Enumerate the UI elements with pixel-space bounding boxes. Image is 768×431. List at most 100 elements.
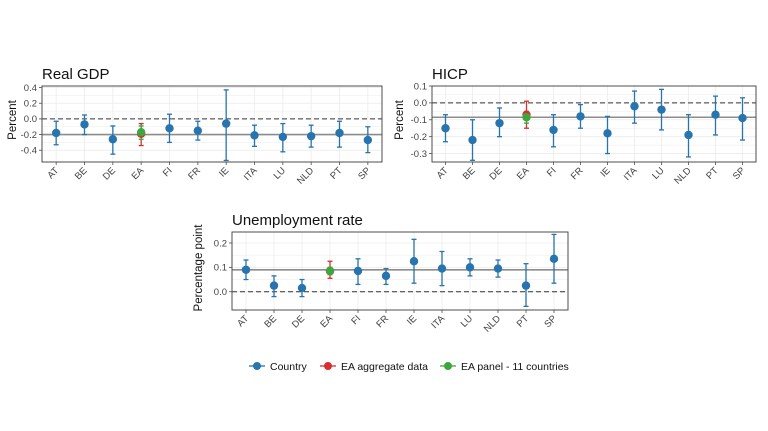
data-point-country <box>278 132 288 142</box>
data-point-country <box>108 135 118 144</box>
x-tick-label: FR <box>569 165 586 182</box>
panel-title: HICP <box>432 66 468 83</box>
panel-title: Unemployment rate <box>232 212 363 229</box>
x-tick-label: NLD <box>482 313 503 334</box>
x-tick-label: NLD <box>295 165 316 186</box>
legend-label: Country <box>270 361 308 373</box>
x-tick-label: IE <box>405 313 419 327</box>
x-tick-label: FI <box>161 165 175 179</box>
x-tick-label: DE <box>101 165 118 182</box>
x-tick-label: PT <box>328 165 345 182</box>
data-point-country <box>363 135 373 145</box>
data-point-country <box>381 271 391 281</box>
x-tick-label: LU <box>650 165 666 181</box>
data-point-country <box>711 110 720 119</box>
y-tick-label: -0.3 <box>411 149 427 160</box>
y-tick-label: 0.0 <box>24 114 37 125</box>
legend-item-ea-panel: EA panel - 11 countries <box>440 361 569 373</box>
data-point-country <box>221 119 231 128</box>
legend-item-country: Country <box>249 361 308 373</box>
panel-hicp: HICP Percent -0.3 -0.2 -0.1 0.0 0.1 AT BE DE EA F… <box>394 66 757 187</box>
legend-ea-panel-marker <box>444 362 452 370</box>
y-axis-label: Percentage point <box>193 224 205 312</box>
data-point-country <box>549 125 558 135</box>
x-tick-label: ITA <box>429 313 447 331</box>
data-point-country <box>493 264 503 273</box>
y-tick-label: 0.1 <box>214 263 227 274</box>
data-point-country <box>193 126 203 135</box>
plot-frame <box>431 85 757 163</box>
data-point-ea_panel <box>522 113 531 122</box>
x-tick-label: LU <box>459 313 475 329</box>
x-tick-label: PT <box>704 165 721 182</box>
data-point-country <box>437 264 447 273</box>
data-point-country <box>576 112 585 121</box>
data-point-country <box>441 124 450 133</box>
data-point-country <box>738 113 747 123</box>
legend-ea-aggregate-marker <box>324 362 332 370</box>
y-axis-label: Percent <box>394 99 406 139</box>
plot-frame <box>231 231 569 311</box>
panel-unemployment-rate: Unemployment rate Percentage point 0.0 0.… <box>193 212 569 335</box>
x-tick-label: NLD <box>672 165 693 186</box>
y-tick-label: -0.1 <box>411 115 427 126</box>
legend-label: EA aggregate data <box>341 361 428 373</box>
panel-real-gdp: Real GDP Percent -0.4 -0.2 0.0 0.2 0.4 AT BE DE… <box>7 66 383 187</box>
legend-label: EA panel - 11 countries <box>461 361 569 373</box>
x-tick-label: FI <box>545 165 559 179</box>
y-tick-label: -0.2 <box>411 132 427 143</box>
data-point-country <box>521 281 531 290</box>
data-point-country <box>495 118 504 128</box>
data-point-country <box>684 130 693 140</box>
x-tick-label: ITA <box>622 165 640 183</box>
x-tick-label: SP <box>356 165 373 182</box>
data-point-country <box>269 281 279 290</box>
x-tick-label: AT <box>235 313 251 329</box>
y-tick-label: -0.2 <box>21 130 37 141</box>
x-tick-label: DE <box>488 165 505 182</box>
y-tick-label: 0.4 <box>24 83 37 94</box>
x-tick-label: EA <box>515 165 532 182</box>
data-point-country <box>603 129 612 138</box>
x-tick-label: ITA <box>242 165 260 183</box>
data-point-country <box>409 257 419 266</box>
x-tick-label: FR <box>186 165 203 182</box>
x-tick-label: IE <box>217 165 231 179</box>
x-tick-label: BE <box>461 165 478 182</box>
x-tick-label: AT <box>435 165 451 181</box>
data-point-country <box>165 124 174 133</box>
data-point-country <box>657 105 666 114</box>
x-tick-label: DE <box>290 313 307 330</box>
legend-country-marker <box>253 362 261 370</box>
data-point-ea_panel <box>325 266 335 276</box>
x-tick-label: FR <box>374 313 391 330</box>
data-point-country <box>80 120 89 129</box>
plot-frame <box>41 85 383 163</box>
data-point-country <box>353 266 363 276</box>
data-point-ea_panel <box>136 128 146 137</box>
data-point-country <box>51 128 61 138</box>
x-tick-label: IE <box>598 165 612 179</box>
x-tick-label: LU <box>272 165 288 181</box>
y-tick-label: 0.0 <box>214 287 227 298</box>
y-axis-label: Percent <box>7 99 19 139</box>
x-tick-label: EA <box>130 165 147 182</box>
y-tick-label: 0.1 <box>414 81 427 92</box>
data-point-country <box>241 265 251 274</box>
y-tick-label: 0.0 <box>414 98 427 109</box>
data-point-country <box>306 131 316 141</box>
y-tick-label: 0.2 <box>24 99 37 110</box>
panel-title: Real GDP <box>42 66 110 83</box>
legend: Country EA aggregate data EA panel - 11 … <box>249 361 569 373</box>
data-point-country <box>250 131 259 140</box>
data-point-country <box>335 128 344 138</box>
x-tick-label: FI <box>349 313 363 327</box>
data-point-country <box>465 263 475 272</box>
legend-item-ea-aggregate: EA aggregate data <box>320 361 428 373</box>
x-tick-label: BE <box>73 165 90 182</box>
y-tick-label: 0.2 <box>214 238 227 249</box>
x-tick-label: EA <box>318 313 335 330</box>
x-tick-label: BE <box>262 313 279 330</box>
y-tick-label: -0.4 <box>21 146 37 157</box>
